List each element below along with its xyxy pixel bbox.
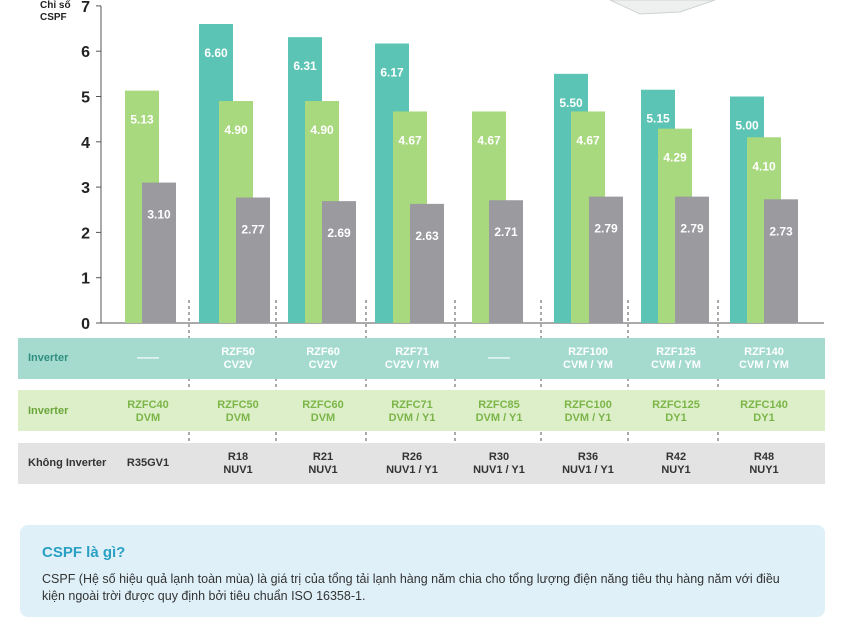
- gray-value-label: 2.71: [494, 225, 518, 239]
- gray-value-label: 2.79: [680, 222, 704, 236]
- green-value-label: 4.67: [576, 133, 600, 147]
- y-axis: 0 1 2 3 4 5 6 7: [81, 0, 824, 333]
- y-tick-label: 4: [81, 135, 90, 152]
- info-title: CSPF là gì?: [42, 544, 126, 561]
- table-cell: RZF140 CVM / YM: [739, 346, 789, 371]
- gray-bar: [675, 196, 709, 323]
- table-row-band: [18, 390, 825, 431]
- teal-value-label: 5.50: [559, 96, 583, 110]
- table-cell: RZFC40 DVM: [127, 399, 169, 424]
- table-cell: R35GV1: [126, 457, 170, 469]
- table-cell: RZFC60 DVM: [302, 399, 344, 424]
- table-cell: ——: [488, 352, 510, 364]
- green-value-label: 5.13: [130, 113, 154, 127]
- table-cell: RZF125 CVM / YM: [651, 346, 701, 371]
- table-cell: R18 NUV1: [223, 451, 253, 476]
- table-row-bands: [18, 338, 825, 484]
- teal-value-label: 6.17: [380, 65, 404, 79]
- decorative-corner-graphic: [609, 0, 716, 15]
- gray-bar: [489, 200, 523, 323]
- y-tick-label: 5: [81, 90, 90, 107]
- y-axis-title: Chỉ số CSPF: [40, 0, 71, 23]
- gray-value-label: 2.79: [594, 222, 618, 236]
- table-cell: R36 NUV1 / Y1: [562, 451, 614, 476]
- table-cell: RZF71 CV2V / YM: [384, 346, 440, 371]
- green-value-label: 4.10: [752, 159, 776, 173]
- table-cell: RZF100 CVM / YM: [563, 346, 613, 371]
- table-row-label: Không Inverter: [28, 457, 107, 469]
- teal-value-label: 5.15: [646, 112, 670, 126]
- table-row-band: [18, 443, 825, 484]
- info-box: CSPF là gì? CSPF (Hệ số hiệu quả lạnh to…: [20, 525, 825, 617]
- table-row-band: [18, 338, 825, 379]
- y-tick-label: 0: [81, 316, 90, 333]
- table-cell: RZFC100 DVM / Y1: [564, 399, 612, 424]
- table-cell: R30 NUV1 / Y1: [473, 451, 525, 476]
- gray-bar: [236, 197, 270, 323]
- gray-value-label: 3.10: [147, 208, 171, 222]
- y-tick-label: 3: [81, 180, 90, 197]
- table-row-label: Inverter: [28, 352, 69, 364]
- green-value-label: 4.67: [398, 133, 422, 147]
- table-cell: RZF60 CV2V: [306, 346, 340, 371]
- y-tick-label: 1: [81, 271, 90, 288]
- table-cell: RZF50 CV2V: [221, 346, 255, 371]
- gray-bar: [322, 201, 356, 323]
- teal-value-label: 6.31: [293, 59, 317, 73]
- gray-bar: [589, 196, 623, 323]
- y-tick-label: 2: [81, 225, 90, 242]
- bars: [125, 24, 798, 324]
- gray-bar: [764, 199, 798, 323]
- teal-value-label: 5.00: [735, 119, 759, 133]
- table-cell: RZFC125 DY1: [652, 399, 700, 424]
- table-cell: R48 NUY1: [749, 451, 779, 476]
- cspf-bar-chart: 0 1 2 3 4 5 6 7 5.13 3.10 6.60 4.90 2.77 6.31 4.90 2.6…: [18, 0, 825, 485]
- table-cell: R21 NUV1: [308, 451, 338, 476]
- info-text: CSPF (Hệ số hiệu quả lạnh toàn mùa) là g…: [42, 572, 780, 603]
- table-cell: RZFC71 DVM / Y1: [388, 399, 436, 424]
- green-value-label: 4.90: [224, 123, 248, 137]
- y-tick-label: 6: [81, 44, 90, 61]
- table-cell: R26 NUV1 / Y1: [386, 451, 438, 476]
- table-cell: RZFC50 DVM: [217, 399, 259, 424]
- table-cell: RZFC140 DY1: [740, 399, 788, 424]
- gray-bar: [142, 182, 176, 323]
- table-cell: RZFC85 DVM / Y1: [475, 399, 523, 424]
- gray-value-label: 2.69: [327, 226, 351, 240]
- gray-value-label: 2.63: [415, 229, 439, 243]
- table-cell: ——: [137, 352, 159, 364]
- y-tick-label: 7: [81, 0, 90, 16]
- green-value-label: 4.90: [310, 123, 334, 137]
- gray-value-label: 2.73: [769, 224, 793, 238]
- teal-value-label: 6.60: [204, 46, 228, 60]
- green-value-label: 4.67: [477, 133, 501, 147]
- value-labels: 5.13 3.10 6.60 4.90 2.77 6.31 4.90 2.69 6.17 4.67…: [130, 46, 793, 243]
- gray-value-label: 2.77: [241, 223, 265, 237]
- table-cell: R42 NUY1: [661, 451, 691, 476]
- table-row-label: Inverter: [28, 405, 69, 417]
- gray-bar: [410, 203, 444, 323]
- green-value-label: 4.29: [663, 151, 687, 165]
